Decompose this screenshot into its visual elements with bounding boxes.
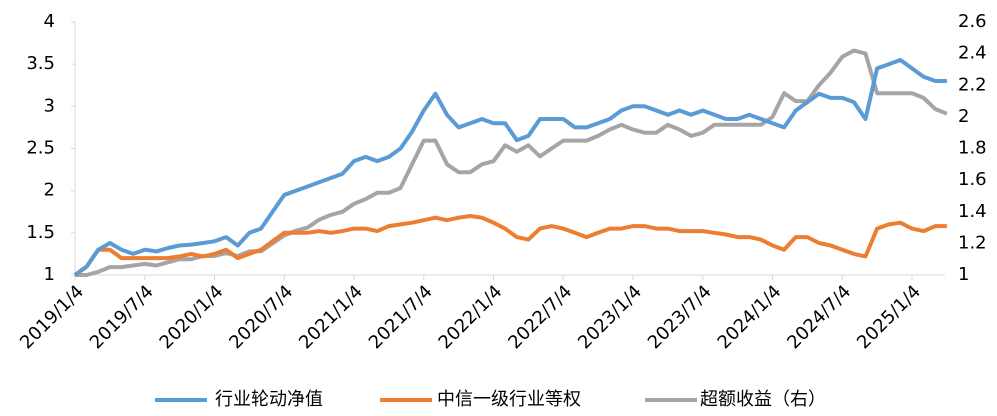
y2-tick-label: 1.2 xyxy=(958,232,987,253)
y2-tick-label: 1.8 xyxy=(958,138,987,159)
y-tick-label: 2.5 xyxy=(26,138,55,159)
y2-tick-label: 2.6 xyxy=(958,11,987,32)
y2-tick-label: 2.2 xyxy=(958,74,987,95)
y-tick-label: 3 xyxy=(44,95,55,116)
x-tick-label: 2019/1/4 xyxy=(16,281,88,353)
y2-tick-label: 1.4 xyxy=(958,201,987,222)
x-tick-label: 2020/1/4 xyxy=(156,281,228,353)
x-tick-label: 2024/1/4 xyxy=(714,281,786,353)
y2-tick-label: 2 xyxy=(958,106,969,127)
x-tick-label: 2025/1/4 xyxy=(853,281,925,353)
y-tick-label: 2 xyxy=(44,180,55,201)
x-tick-label: 2022/1/4 xyxy=(435,281,507,353)
legend-label: 中信一级行业等权 xyxy=(437,389,581,410)
y2-tick-label: 1 xyxy=(958,264,969,285)
x-tick-label: 2021/7/4 xyxy=(365,281,437,353)
y-tick-label: 1.5 xyxy=(26,222,55,243)
legend-label: 行业轮动净值 xyxy=(215,389,323,410)
x-tick-label: 2021/1/4 xyxy=(295,281,367,353)
y2-tick-label: 1.6 xyxy=(958,169,987,190)
x-tick-label: 2020/7/4 xyxy=(225,281,297,353)
series-line xyxy=(75,48,948,277)
y-tick-label: 4 xyxy=(44,11,55,32)
x-tick-label: 2019/7/4 xyxy=(86,281,158,353)
x-tick-label: 2023/7/4 xyxy=(644,281,716,353)
y-tick-label: 3.5 xyxy=(26,53,55,74)
x-tick-label: 2022/7/4 xyxy=(504,281,576,353)
y2-tick-label: 2.4 xyxy=(958,43,987,64)
y-tick-label: 1 xyxy=(44,264,55,285)
x-tick-label: 2024/7/4 xyxy=(783,281,855,353)
legend-label: 超额收益（右） xyxy=(700,389,826,410)
x-tick-label: 2023/1/4 xyxy=(574,281,646,353)
series-line xyxy=(73,58,947,277)
series-line xyxy=(73,214,947,277)
